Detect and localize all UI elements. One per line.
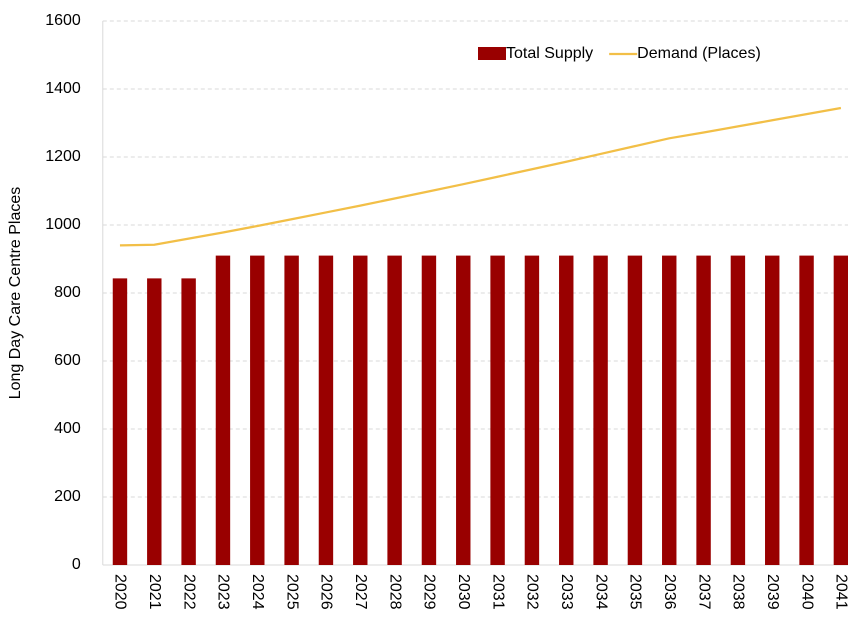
bar <box>147 278 162 565</box>
x-tick-label: 2035 <box>627 574 644 610</box>
y-tick-label: 1400 <box>45 80 81 97</box>
bar <box>456 255 471 565</box>
y-tick-label: 1200 <box>45 148 81 165</box>
legend-swatch <box>478 47 506 60</box>
x-tick-label: 2041 <box>833 574 848 610</box>
bar <box>215 255 231 565</box>
bar <box>250 255 265 565</box>
bar <box>593 255 608 565</box>
bar <box>524 255 540 565</box>
bar <box>421 255 437 565</box>
bar <box>662 255 677 565</box>
x-tick-label: 2034 <box>592 574 609 610</box>
bar <box>627 255 643 565</box>
y-tick-label: 800 <box>54 284 81 301</box>
x-tick-label: 2024 <box>249 574 266 610</box>
legend: Total Supply Demand (Places) <box>478 45 761 62</box>
x-tick-label: 2020 <box>112 574 129 610</box>
x-tick-label: 2036 <box>661 574 678 610</box>
legend-label: Demand (Places) <box>637 45 761 62</box>
x-tick-label: 2022 <box>180 574 197 610</box>
x-tick-label: 2029 <box>421 574 438 610</box>
x-tick-label: 2030 <box>455 574 472 610</box>
bar <box>353 255 368 565</box>
x-tick-label: 2037 <box>695 574 712 610</box>
x-tick-label: 2038 <box>730 574 747 610</box>
y-tick-label: 1000 <box>45 216 81 233</box>
x-tick-label: 2040 <box>798 574 815 610</box>
bar <box>112 278 128 565</box>
y-tick-label: 600 <box>54 352 81 369</box>
bar <box>730 255 746 565</box>
x-tick-label: 2025 <box>283 574 300 610</box>
bar <box>318 255 334 565</box>
x-tick-label: 2028 <box>386 574 403 610</box>
x-tick-label: 2027 <box>352 574 369 610</box>
bar <box>181 278 196 565</box>
x-tick-label: 2021 <box>146 574 163 610</box>
x-tick-label: 2033 <box>558 574 575 610</box>
y-tick-label: 1600 <box>45 12 81 29</box>
x-tick-label: 2023 <box>215 574 232 610</box>
bar <box>284 255 299 565</box>
bar <box>696 255 711 565</box>
y-tick-label: 0 <box>72 556 81 573</box>
legend-label: Total Supply <box>506 45 593 62</box>
x-tick-label: 2031 <box>489 574 506 610</box>
bar <box>387 255 402 565</box>
bar <box>559 255 574 565</box>
bar <box>799 255 814 565</box>
x-tick-label: 2039 <box>764 574 781 610</box>
bar <box>490 255 505 565</box>
bar <box>765 255 780 565</box>
x-tick-label: 2032 <box>524 574 541 610</box>
x-tick-label: 2026 <box>318 574 335 610</box>
y-tick-label: 400 <box>54 420 81 437</box>
y-tick-label: 200 <box>54 488 81 505</box>
y-axis-label: Long Day Care Centre Places <box>7 187 24 400</box>
bar <box>833 255 848 565</box>
line <box>119 106 842 247</box>
